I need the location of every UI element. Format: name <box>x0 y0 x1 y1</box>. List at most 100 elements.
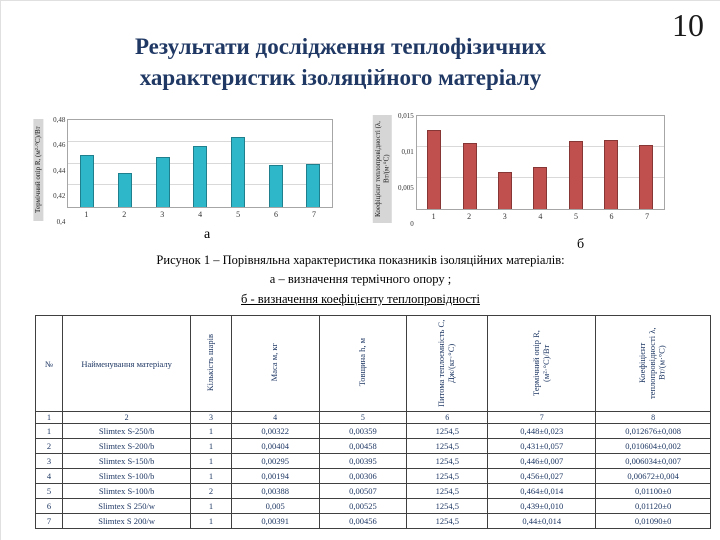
column-number-cell: 4 <box>230 411 320 424</box>
table-cell: 0,00295 <box>230 453 320 469</box>
y-tick-label: 0,48 <box>53 115 66 124</box>
x-tick-label: 2 <box>467 212 472 221</box>
y-axis-title: Термічний опір R, (м²·°С)/Вт <box>33 119 44 221</box>
table-cell: 0,01120±0 <box>595 498 711 514</box>
table-header-vertical-text: Коефіцієнт теплопровідності λ, Вт/(м·°С) <box>637 326 667 399</box>
table-cell: 1254,5 <box>406 483 489 499</box>
table-cell: 0,446±0,007 <box>487 453 597 469</box>
x-tick-label: 6 <box>274 210 279 219</box>
table-cell: 0,010604±0,002 <box>595 438 711 454</box>
table-header-vertical-text: Питома теплоємність С, Дж/(кг·°С) <box>436 318 457 407</box>
table-header-vertical-text: Маса м, кг <box>269 343 280 382</box>
table-cell: 0,01090±0 <box>595 513 711 529</box>
table-cell: 0,464±0,014 <box>487 483 597 499</box>
bar <box>533 167 548 209</box>
table-cell: 0,00306 <box>318 468 408 484</box>
materials-table-head: № Найменування матеріалу Кількість шарів Ма… <box>35 315 711 412</box>
table-cell: 0,44±0,014 <box>487 513 597 529</box>
table-header-cell: Термічний опір R, (м²·°С)/Вт <box>487 315 597 412</box>
column-number-cell: 3 <box>190 411 232 424</box>
y-axis-title: Коефіцієнт теплопровідності (λ, Вт/(м·°С… <box>373 115 392 223</box>
bar <box>193 146 208 207</box>
x-axis: 1 2 3 4 5 6 7 <box>416 210 665 223</box>
x-tick-label: 7 <box>645 212 650 221</box>
column-number-cell: 1 <box>35 411 63 424</box>
table-cell: 0,00194 <box>230 468 320 484</box>
table-cell: 1 <box>190 453 232 469</box>
table-header-cell: Коефіцієнт теплопровідності λ, Вт/(м·°С) <box>595 315 711 412</box>
table-cell: 0,00388 <box>230 483 320 499</box>
table-cell: Slimtex S-250/b <box>61 423 192 439</box>
table-cell: 5 <box>35 483 63 499</box>
column-number-cell: 5 <box>318 411 408 424</box>
x-tick-label: 3 <box>502 212 507 221</box>
table-cell: 0,01100±0 <box>595 483 711 499</box>
table-cell: 6 <box>35 498 63 514</box>
column-number-cell: 6 <box>406 411 489 424</box>
table-header-vertical-text: Товщина h, м <box>356 338 367 387</box>
y-tick-label: 0 <box>410 219 414 228</box>
table-cell: Slimtex S-200/b <box>61 438 192 454</box>
table-cell: 0,456±0,027 <box>487 468 597 484</box>
gridline <box>416 146 664 147</box>
x-tick-label: 1 <box>84 210 89 219</box>
x-tick-label: 3 <box>160 210 165 219</box>
column-number-cell: 7 <box>487 411 597 424</box>
figure-caption-line1: Рисунок 1 – Порівняльна характеристика п… <box>156 253 565 267</box>
y-axis: 0 0,005 0,01 0,015 <box>392 111 416 228</box>
table-row: 1 Slimtex S-250/b 1 0,00322 0,00359 1254,5 0,4… <box>35 423 711 439</box>
column-number-cell: 2 <box>61 411 192 424</box>
y-tick-label: 0,005 <box>398 183 414 192</box>
table-cell: 1254,5 <box>406 438 489 454</box>
table-cell: 0,00322 <box>230 423 320 439</box>
x-tick-label: 6 <box>609 212 614 221</box>
table-cell: 0,00359 <box>318 423 408 439</box>
table-header-row: № Найменування матеріалу Кількість шарів Ма… <box>35 315 711 412</box>
table-row: 7 Slimtex S 200/w 1 0,00391 0,00456 1254,5 0,4… <box>35 513 711 529</box>
table-cell: 0,005 <box>230 498 320 514</box>
table-cell: 0,00391 <box>230 513 320 529</box>
bar-series <box>417 116 664 209</box>
table-cell: 1254,5 <box>406 453 489 469</box>
bar <box>155 156 170 207</box>
figure-caption-line2: а – визначення термічного опору ; <box>269 272 452 287</box>
table-cell: 0,448±0,023 <box>487 423 597 439</box>
table-cell: 0,00507 <box>318 483 408 499</box>
table-row: 3 Slimtex S-150/b 1 0,00295 0,00395 1254,5 0,4… <box>35 453 711 469</box>
x-tick-label: 7 <box>311 210 316 219</box>
table-cell: 3 <box>35 453 63 469</box>
bar <box>462 143 477 209</box>
table-cell: 0,00395 <box>318 453 408 469</box>
chart-b-label: б <box>577 237 585 252</box>
materials-table: № Найменування матеріалу Кількість шарів Ма… <box>35 315 711 529</box>
table-cell: 0,006034±0,007 <box>595 453 711 469</box>
table-cell: 1 <box>35 423 63 439</box>
chart-a-label: а <box>204 227 211 242</box>
column-number-cell: 8 <box>595 411 711 424</box>
y-tick-label: 0,46 <box>53 141 66 149</box>
table-cell: 1 <box>190 498 232 514</box>
slide-title: Результати дослідження теплофізичних хара… <box>71 31 610 93</box>
table-cell: Slimtex S-100/b <box>61 468 192 484</box>
plot-column: 1 2 3 4 5 6 7 <box>67 119 333 221</box>
table-row: 2 Slimtex S-200/b 1 0,00404 0,00458 1254,5 0,4… <box>35 438 711 454</box>
bar <box>80 154 95 207</box>
table-row: 6 Slimtex S 250/w 1 0,005 0,00525 1254,5 0,439… <box>35 498 711 514</box>
y-tick-label: 0,44 <box>53 166 66 175</box>
table-cell: 1 <box>190 513 232 529</box>
table-cell: 1254,5 <box>406 423 489 439</box>
x-tick-label: 4 <box>538 212 543 221</box>
table-cell: 0,00672±0,004 <box>595 468 711 484</box>
table-cell: 0,012676±0,008 <box>595 423 711 439</box>
table-row: 4 Slimtex S-100/b 1 0,00194 0,00306 1254,5 0,4… <box>35 468 711 484</box>
materials-table-body: 1 2 3 4 5 6 7 8 1 Slimtex S-250/b 1 0,00322 0,00359 1… <box>35 411 711 529</box>
table-cell: 0,00458 <box>318 438 408 454</box>
table-row: 5 Slimtex S-100/b 2 0,00388 0,00507 1254,5 0,4… <box>35 483 711 499</box>
x-tick-label: 5 <box>573 212 578 221</box>
bar <box>306 163 321 207</box>
y-axis: 0,4 0,42 0,44 0,46 0,48 <box>43 115 67 226</box>
table-header-cell: Товщина h, м <box>318 315 408 412</box>
y-tick-label: 0,015 <box>398 111 414 120</box>
slide-title-line1: Результати дослідження теплофізичних <box>134 34 547 59</box>
